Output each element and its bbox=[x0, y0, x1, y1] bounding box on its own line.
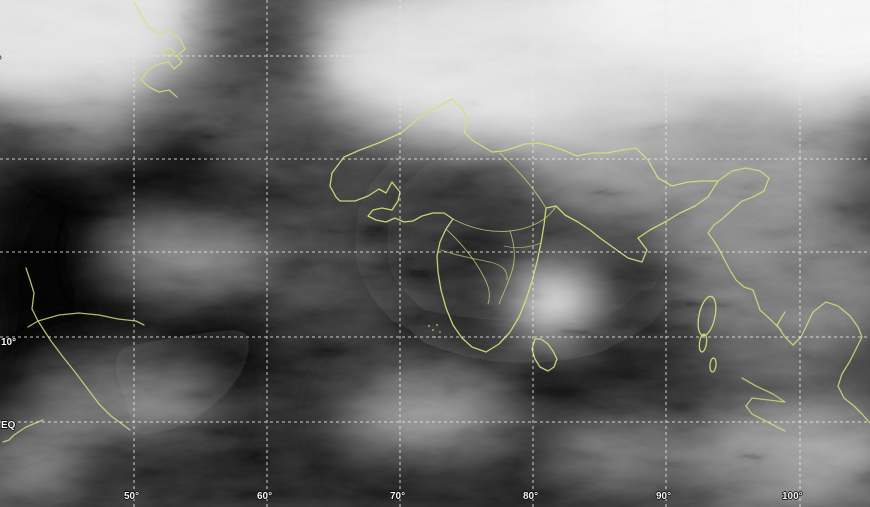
svg-text:100°: 100° bbox=[782, 491, 803, 502]
svg-text:50°: 50° bbox=[124, 491, 139, 502]
svg-text:20°: 20° bbox=[0, 55, 1, 66]
svg-text:10°: 10° bbox=[1, 337, 16, 348]
svg-text:90°: 90° bbox=[656, 491, 671, 502]
svg-text:70°: 70° bbox=[390, 491, 405, 502]
svg-text:80°: 80° bbox=[523, 491, 538, 502]
svg-text:60°: 60° bbox=[257, 491, 272, 502]
svg-text:EQ: EQ bbox=[1, 420, 16, 431]
